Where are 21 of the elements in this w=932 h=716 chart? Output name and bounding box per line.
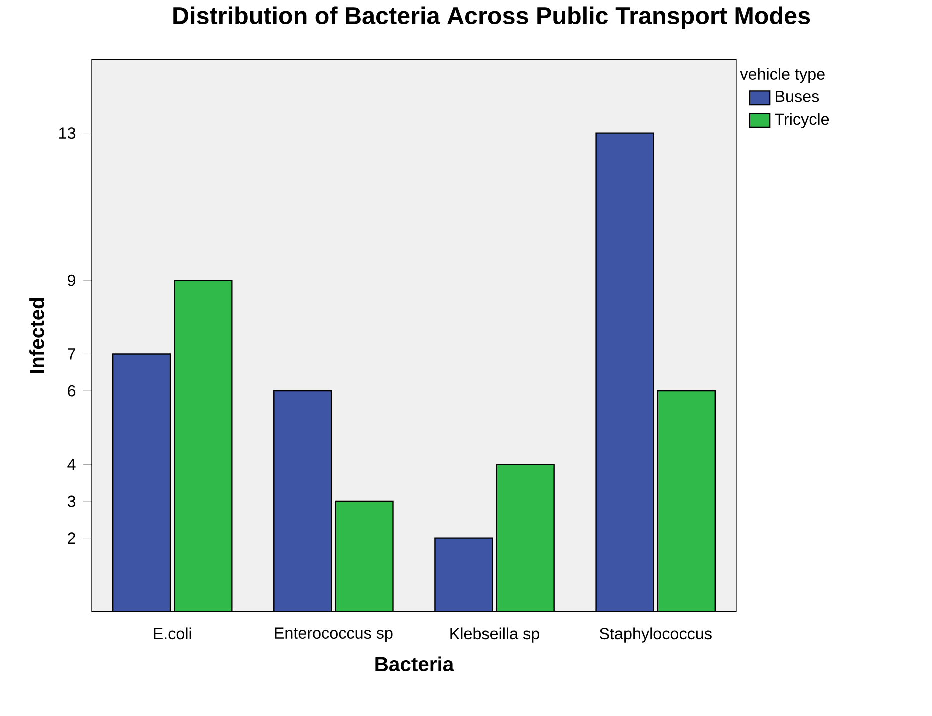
x-tick-label: Staphylococcus xyxy=(600,628,712,644)
y-tick-label: 4 xyxy=(68,459,76,470)
y-tick-label: 3 xyxy=(68,496,76,508)
chart-title: Distribution of Bacteria Across Public Transport Modes xyxy=(174,6,810,30)
bar xyxy=(496,464,555,612)
y-tick-label: 9 xyxy=(68,275,76,287)
x-tick-label: Enterococcus sp xyxy=(275,628,393,642)
bar xyxy=(335,501,394,612)
bar xyxy=(657,390,716,612)
y-tick-label: 2 xyxy=(68,532,76,544)
y-tick-label: 13 xyxy=(60,128,76,140)
y-tick-label: 7 xyxy=(68,348,76,360)
x-axis-title: Bacteria xyxy=(376,656,454,672)
bar xyxy=(174,280,233,612)
legend-label: Tricycle xyxy=(775,113,830,129)
legend-label: Buses xyxy=(776,91,820,103)
y-axis-title: Infected xyxy=(30,298,44,374)
x-tick-label: E.coli xyxy=(154,628,192,640)
x-tick-label: Klebseilla sp xyxy=(450,628,540,644)
y-tick-label: 6 xyxy=(68,386,76,397)
legend-title: vehicle type xyxy=(740,68,825,84)
